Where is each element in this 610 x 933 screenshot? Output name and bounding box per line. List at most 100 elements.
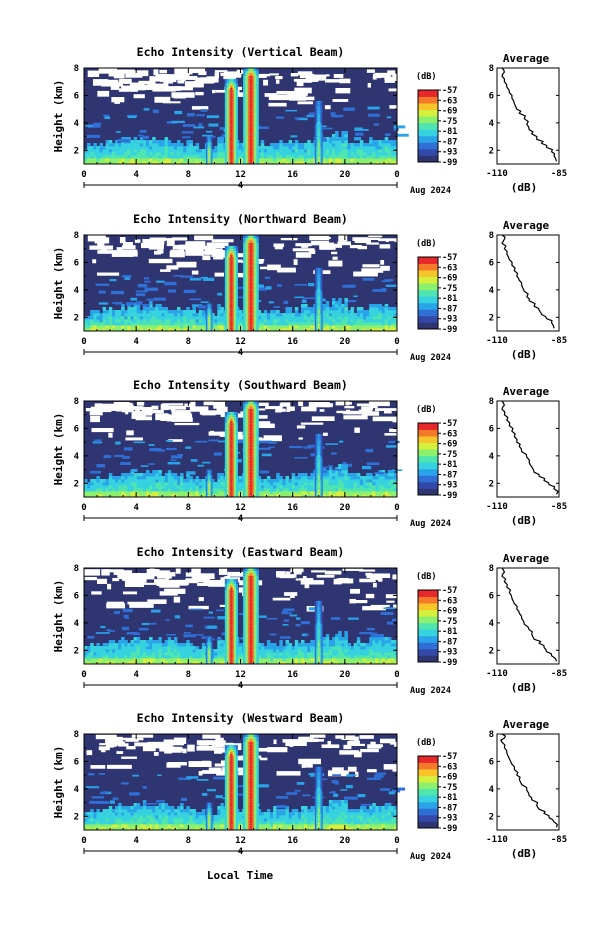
echo-cell [357, 316, 361, 319]
echo-cell [323, 476, 327, 479]
missing-patch [380, 244, 391, 248]
echo-cell [90, 482, 94, 485]
echo-cell [239, 482, 243, 485]
echo-cell [155, 158, 159, 161]
echo-cell [388, 143, 392, 146]
echo-cell [388, 441, 399, 443]
echo-cell [289, 149, 293, 152]
echo-cell [310, 482, 314, 485]
echo-cell [122, 275, 131, 277]
echo-cell [323, 146, 327, 149]
echo-cell [360, 485, 364, 488]
echo-cell [307, 149, 311, 152]
echo-cell [369, 143, 373, 146]
echo-cell [326, 310, 330, 313]
echo-cell [323, 482, 327, 485]
profile-x-label: (dB) [511, 348, 538, 361]
echo-cell [344, 322, 348, 325]
echo-cell [292, 155, 296, 158]
echo-cell [158, 143, 162, 146]
profile-x-label: (dB) [511, 181, 538, 194]
echo-cell [149, 143, 153, 146]
echo-cell [354, 476, 358, 479]
missing-patch [126, 430, 133, 435]
echo-cell [388, 149, 392, 152]
colorbar-tick-label: -63 [442, 263, 457, 273]
echo-cell [369, 155, 373, 158]
echo-cell [264, 316, 268, 319]
echo-cell [196, 146, 200, 149]
echo-cell [391, 313, 395, 316]
echo-cell [115, 491, 119, 494]
echo-cell [214, 158, 218, 161]
echo-cell [310, 485, 314, 488]
echo-cell [214, 316, 218, 319]
echo-cell [100, 325, 104, 328]
echo-cell [171, 152, 175, 155]
echo-cell [344, 310, 348, 313]
echo-cell [239, 149, 243, 152]
echo-cell [109, 482, 113, 485]
echo-cell [379, 322, 383, 325]
echo-cell [348, 149, 352, 152]
echo-cell [348, 473, 352, 476]
echo-cell [348, 482, 352, 485]
echo-cell [217, 491, 221, 494]
y-tick-label: 2 [74, 313, 79, 323]
echo-cell [84, 325, 88, 328]
echo-cell [162, 152, 166, 155]
echo-cell [109, 310, 113, 313]
x-tick-label: 20 [339, 170, 350, 180]
echo-cell [338, 152, 342, 155]
echo-cell [220, 152, 224, 155]
echo-cell [363, 149, 367, 152]
echo-cell [174, 476, 178, 479]
missing-patch [135, 407, 140, 413]
echo-cell [112, 149, 116, 152]
echo-cell [372, 289, 386, 292]
echo-cell [382, 325, 386, 328]
colorbar-tick-label: -99 [442, 325, 457, 335]
echo-cell [289, 158, 293, 161]
echo-cell [375, 155, 379, 158]
echo-cell [118, 316, 122, 319]
echo-cell [270, 146, 274, 149]
echo-cell [295, 143, 299, 146]
echo-cell [115, 149, 119, 152]
missing-patch [322, 403, 333, 407]
echo-cell [338, 316, 342, 319]
echo-cell [186, 479, 190, 482]
echo-cell [382, 158, 386, 161]
missing-patch [97, 91, 109, 97]
echo-cell [93, 485, 97, 488]
missing-patch [332, 257, 337, 260]
echo-cell [158, 470, 162, 473]
echo-cell [103, 482, 107, 485]
echo-cell [279, 313, 283, 316]
echo-cell [149, 479, 153, 482]
echo-cell [87, 135, 97, 138]
missing-patch [198, 71, 206, 75]
colorbar-tick-label: -69 [442, 107, 457, 117]
echo-cell [307, 479, 311, 482]
missing-patch [389, 88, 409, 91]
missing-patch [281, 238, 298, 240]
echo-cell [149, 307, 153, 310]
echo-cell [171, 325, 175, 328]
echo-cell [357, 149, 361, 152]
echo-cell [307, 307, 311, 310]
echo-cell [220, 491, 224, 494]
echo-cell [193, 325, 197, 328]
echo-cell [273, 488, 277, 491]
echo-cell [335, 479, 339, 482]
echo-cell [93, 313, 97, 316]
convective-cell [209, 470, 210, 471]
echo-cell [140, 485, 144, 488]
echo-cell [388, 322, 392, 325]
echo-cell [388, 473, 392, 476]
echo-cell [171, 482, 175, 485]
echo-cell [165, 149, 169, 152]
echo-cell [193, 310, 197, 313]
echo-cell [276, 322, 280, 325]
echo-cell [171, 488, 175, 491]
